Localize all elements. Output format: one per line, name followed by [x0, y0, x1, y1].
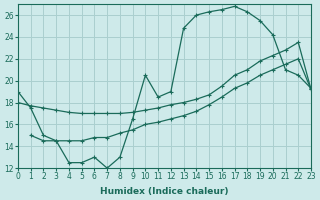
- X-axis label: Humidex (Indice chaleur): Humidex (Indice chaleur): [100, 187, 229, 196]
